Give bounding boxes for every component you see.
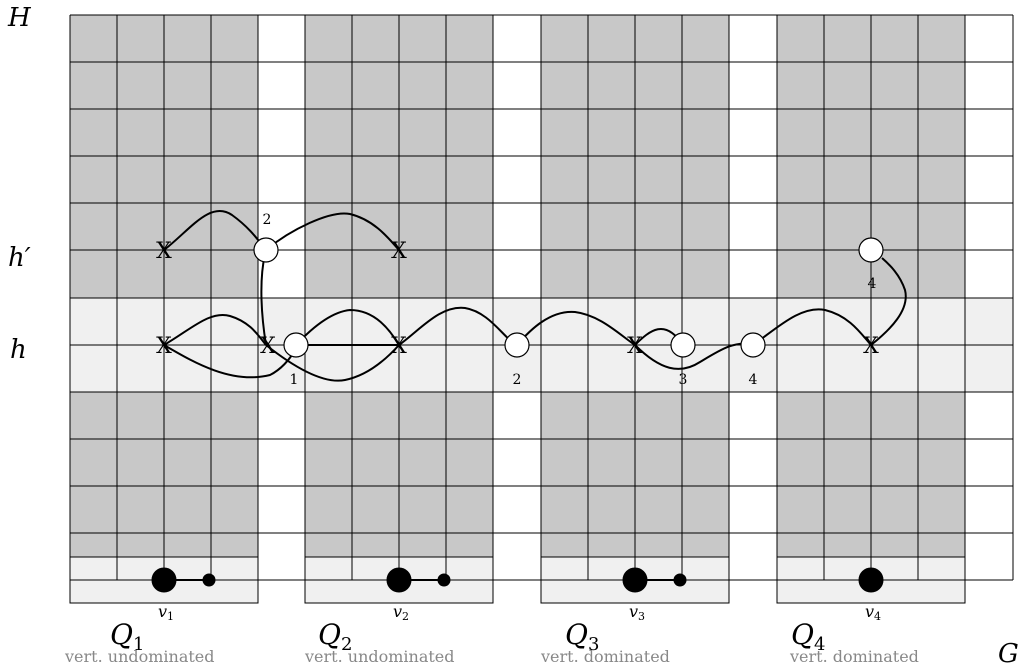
curve-q1-top bbox=[163, 209, 267, 251]
curve-h-q1-left-up bbox=[163, 313, 267, 346]
q-label: Q4 bbox=[791, 618, 825, 655]
circle-hprime-q4 bbox=[858, 237, 884, 263]
x-markers: X X X X X X X bbox=[156, 239, 879, 359]
x-marker: X bbox=[863, 334, 879, 359]
caption: vert. undominated bbox=[64, 647, 215, 666]
x-marker: X bbox=[156, 239, 172, 264]
vertex-label: v3 bbox=[629, 602, 645, 623]
label-h: h bbox=[10, 335, 27, 365]
vertex-v3-end bbox=[673, 573, 687, 587]
curve-h-3-to-4 bbox=[634, 342, 754, 370]
curve-h-q1-left-down bbox=[163, 344, 297, 379]
circle-hprime-q1q2 bbox=[253, 237, 279, 263]
circle-h-4 bbox=[740, 332, 766, 358]
curve-h-4-to-q4 bbox=[752, 308, 872, 346]
q-labels: Q1 Q2 Q3 Q4 bbox=[110, 618, 825, 655]
q-label: Q1 bbox=[110, 618, 144, 655]
circle-label: 4 bbox=[749, 372, 758, 388]
x-marker: X bbox=[391, 239, 407, 264]
circle-label: 3 bbox=[679, 372, 688, 388]
caption: vert. dominated bbox=[789, 647, 919, 666]
vertex-labels: v1 v2 v3 v4 bbox=[158, 602, 881, 623]
caption: vert. dominated bbox=[540, 647, 670, 666]
axis-labels: H h′ h G bbox=[7, 3, 1019, 667]
vertex-dots bbox=[151, 567, 884, 593]
curve-h-q2-up bbox=[295, 308, 400, 346]
grid-lines bbox=[69, 14, 1014, 581]
curve-h-2-to-q3 bbox=[516, 310, 636, 346]
x-marker: X bbox=[156, 334, 172, 359]
circle-h-1 bbox=[283, 332, 309, 358]
curve-h-q2-to-2 bbox=[398, 306, 518, 346]
circle-label: 1 bbox=[290, 372, 299, 388]
captions: vert. undominated vert. undominated vert… bbox=[64, 647, 919, 666]
open-circles bbox=[253, 237, 884, 358]
curve-q1q2-top bbox=[265, 212, 400, 251]
circle-h-3 bbox=[670, 332, 696, 358]
label-H: H bbox=[7, 3, 32, 33]
vertex-v1-end bbox=[202, 573, 216, 587]
vertex-label: v1 bbox=[158, 602, 174, 623]
x-marker: X bbox=[627, 334, 643, 359]
circle-h-2 bbox=[504, 332, 530, 358]
circle-label: 2 bbox=[513, 372, 522, 388]
q-label: Q3 bbox=[565, 618, 599, 655]
x-marker: X bbox=[260, 334, 276, 359]
circle-labels: 2 1 2 3 4 4 bbox=[263, 212, 877, 388]
label-h-prime: h′ bbox=[8, 243, 31, 273]
vertex-v4 bbox=[858, 567, 884, 593]
vertex-v2-end bbox=[437, 573, 451, 587]
q-label: Q2 bbox=[318, 618, 352, 655]
circle-label: 4 bbox=[868, 276, 877, 292]
caption: vert. undominated bbox=[304, 647, 455, 666]
vertex-label: v2 bbox=[393, 602, 409, 623]
curve-h-q4-to-4top bbox=[870, 257, 907, 346]
vertex-label: v4 bbox=[865, 602, 881, 623]
curve-h-q2-down bbox=[265, 344, 400, 382]
circle-label: 2 bbox=[263, 212, 272, 228]
path-curves bbox=[163, 209, 907, 382]
label-G: G bbox=[998, 639, 1019, 667]
x-marker: X bbox=[391, 334, 407, 359]
